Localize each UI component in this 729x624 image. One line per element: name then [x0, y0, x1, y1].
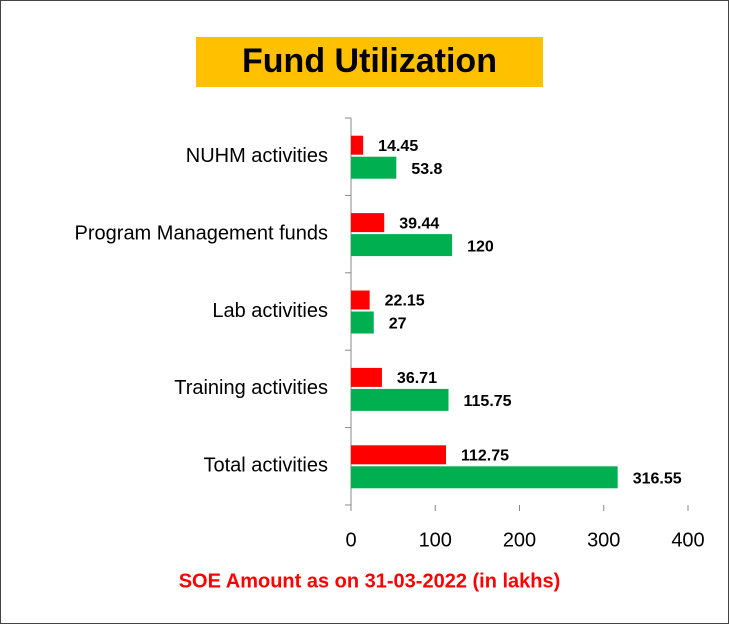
bar: [351, 135, 364, 155]
bar: [351, 213, 385, 233]
category-label: Lab activities: [212, 300, 328, 322]
value-label: 115.75: [464, 393, 512, 410]
value-label: 316.55: [633, 471, 682, 488]
bar: [351, 311, 374, 334]
value-label: 120: [467, 238, 494, 255]
category-label: Total activities: [204, 455, 329, 477]
x-tick-label: 400: [671, 529, 704, 551]
category-label: Program Management funds: [75, 222, 328, 244]
x-tick-label: 300: [587, 529, 620, 551]
value-label: 36.71: [397, 370, 437, 387]
title-box: [196, 37, 543, 87]
x-axis-label: SOE Amount as on 31-03-2022 (in lakhs): [179, 570, 561, 592]
category-label: NUHM activities: [186, 145, 328, 167]
category-label: Training activities: [174, 377, 328, 399]
value-label: 27: [389, 316, 407, 333]
value-label: 14.45: [378, 138, 418, 155]
x-tick-label: 0: [345, 529, 356, 551]
bar: [351, 234, 453, 257]
value-label: 53.8: [411, 161, 442, 178]
chart-title: Fund Utilization: [242, 42, 497, 80]
bar: [351, 367, 382, 387]
bar: [351, 445, 446, 465]
x-tick-label: 100: [419, 529, 452, 551]
value-label: 22.15: [385, 293, 425, 310]
x-tick-label: 200: [503, 529, 536, 551]
bar: [351, 156, 397, 179]
bar: [351, 290, 370, 310]
value-label: 112.75: [461, 448, 509, 465]
value-label: 39.44: [399, 215, 439, 232]
bar: [351, 388, 449, 411]
bar: [351, 466, 618, 489]
